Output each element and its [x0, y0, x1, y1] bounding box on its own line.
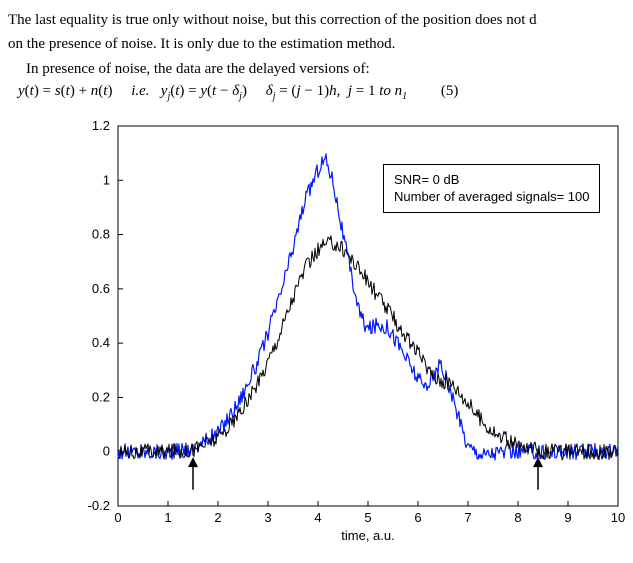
page-root: The last equality is true only without n… — [0, 0, 633, 563]
svg-text:0.2: 0.2 — [92, 389, 110, 404]
svg-text:10: 10 — [611, 510, 625, 525]
svg-text:-0.2: -0.2 — [88, 498, 110, 513]
svg-text:4: 4 — [314, 510, 321, 525]
paragraph-line-2: on the presence of noise. It is only due… — [8, 34, 625, 54]
svg-text:2: 2 — [214, 510, 221, 525]
svg-text:8: 8 — [514, 510, 521, 525]
svg-text:3: 3 — [264, 510, 271, 525]
svg-text:1: 1 — [103, 172, 110, 187]
svg-text:0.6: 0.6 — [92, 281, 110, 296]
svg-text:6: 6 — [414, 510, 421, 525]
svg-text:1.2: 1.2 — [92, 118, 110, 133]
chart-container: 0 1 2 3 4 5 6 7 8 9 10 -0.2 0 0.2 0.4 0.6 0.8 1 1.2 time, a… — [68, 116, 628, 546]
paragraph-line-3: In presence of noise, the data are the d… — [8, 59, 625, 79]
svg-text:0: 0 — [114, 510, 121, 525]
svg-text:time, a.u.: time, a.u. — [341, 528, 394, 543]
paragraph-line-1: The last equality is true only without n… — [8, 10, 625, 30]
svg-text:9: 9 — [564, 510, 571, 525]
svg-text:0.8: 0.8 — [92, 226, 110, 241]
chart-legend: SNR= 0 dB Number of averaged signals= 10… — [383, 164, 600, 213]
svg-text:5: 5 — [364, 510, 371, 525]
svg-text:1: 1 — [164, 510, 171, 525]
svg-text:0: 0 — [103, 443, 110, 458]
svg-text:7: 7 — [464, 510, 471, 525]
legend-line-1: SNR= 0 dB — [394, 171, 589, 189]
legend-line-2: Number of averaged signals= 100 — [394, 188, 589, 206]
equation-block: y(t) = s(t) + n(t) i.e. yj(t) = y(t − δj… — [18, 83, 625, 102]
equation-number: (5) — [441, 83, 459, 100]
svg-text:0.4: 0.4 — [92, 335, 110, 350]
